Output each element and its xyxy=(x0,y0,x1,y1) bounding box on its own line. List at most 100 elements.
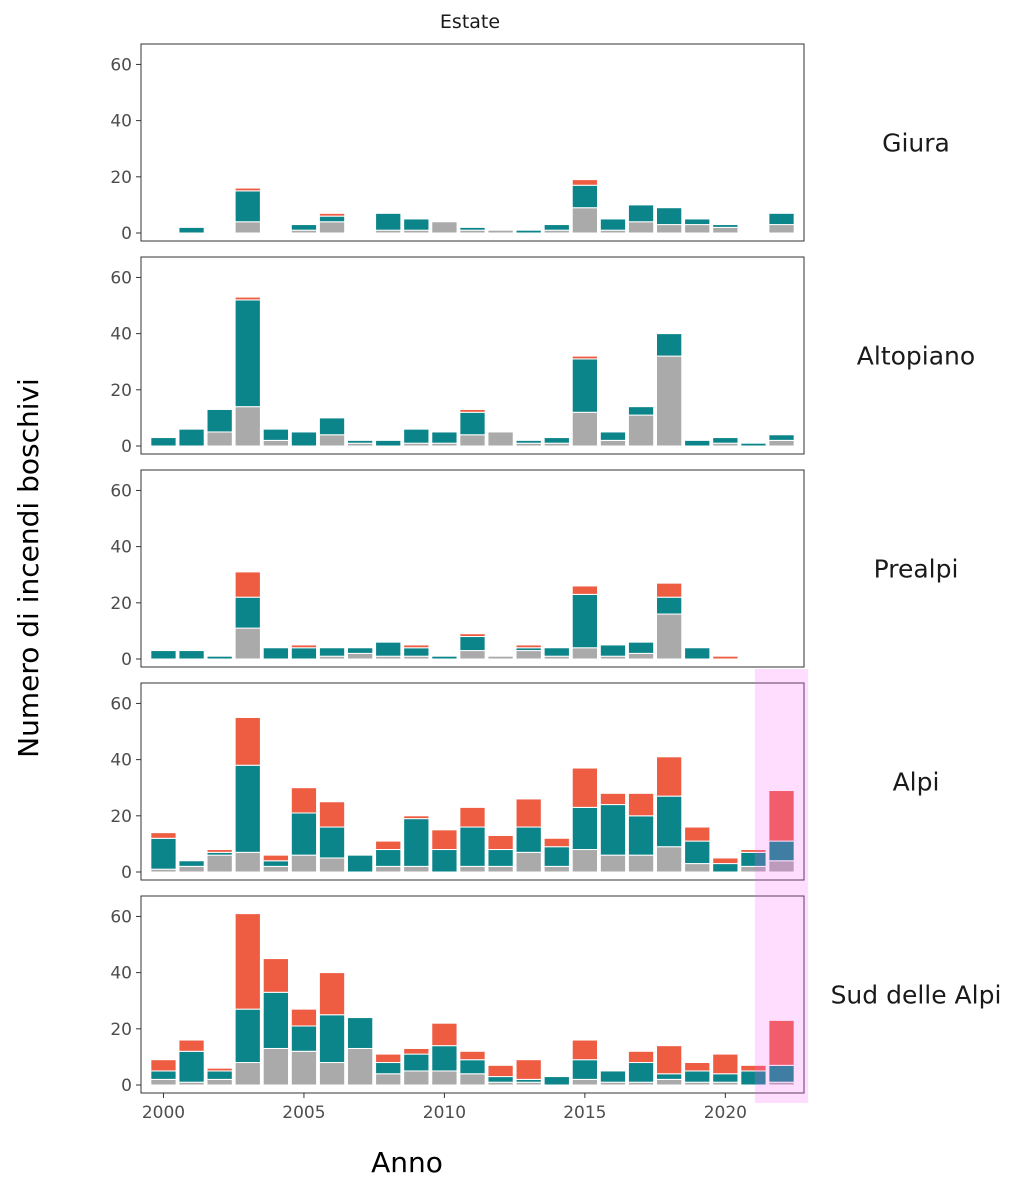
bar-segment xyxy=(684,218,711,226)
bar-segment xyxy=(262,647,289,660)
bar-segment xyxy=(571,806,599,851)
y-tick-label: 20 xyxy=(110,807,132,827)
bar-segment xyxy=(712,1053,739,1075)
bar-segment xyxy=(656,846,683,873)
bar-segment xyxy=(431,431,458,444)
bar-segment xyxy=(234,571,261,598)
bar-segment xyxy=(684,840,711,865)
bar-segment xyxy=(515,650,542,660)
bar-segment xyxy=(234,716,261,766)
x-tick-label: 2020 xyxy=(704,1103,747,1123)
bar-segment xyxy=(712,437,739,444)
y-tick-label: 0 xyxy=(121,650,132,670)
bar-segment xyxy=(318,857,346,873)
bar-segment xyxy=(318,212,346,217)
bar-segment xyxy=(178,650,205,660)
bar-segment xyxy=(431,829,458,851)
bar-segment xyxy=(375,840,402,851)
bar-segment xyxy=(375,1073,402,1086)
bar-segment xyxy=(599,644,627,657)
bar-segment xyxy=(234,296,261,301)
bar-segment xyxy=(487,834,514,851)
bar-segment xyxy=(684,1070,711,1083)
bar-segment xyxy=(431,1070,458,1086)
bar-segment xyxy=(178,428,205,447)
y-axis-title: Numero di incendi boschivi xyxy=(12,378,45,758)
bar-segment xyxy=(403,815,430,820)
bar-segment xyxy=(487,849,514,867)
bar-segment xyxy=(712,226,739,234)
bar-segment xyxy=(599,218,627,231)
facet-strip-label: Giura xyxy=(882,129,950,158)
bar-segment xyxy=(178,226,205,234)
bar-segment xyxy=(515,826,542,853)
bar-segment xyxy=(656,613,683,660)
y-tick-label: 40 xyxy=(110,964,132,984)
bar-segment xyxy=(571,585,599,595)
bar-segment xyxy=(234,596,261,629)
bar-segment xyxy=(262,958,289,993)
bar-segment xyxy=(375,865,402,873)
bar-segment xyxy=(206,849,233,853)
bar-segment xyxy=(150,1070,177,1080)
bar-segment xyxy=(543,837,570,848)
bar-segment xyxy=(599,804,627,856)
bar-segment xyxy=(571,1078,599,1086)
bar-segment xyxy=(656,333,683,357)
y-tick-label: 60 xyxy=(110,268,132,288)
y-tick-label: 0 xyxy=(121,437,132,457)
bar-segment xyxy=(656,1073,683,1080)
y-tick-label: 40 xyxy=(110,751,132,771)
y-tick-label: 60 xyxy=(110,55,132,75)
panel-prealpi: 0 20 40 60 Prealpi xyxy=(110,469,958,670)
bar-segment xyxy=(206,655,233,660)
bar-segment xyxy=(403,1053,430,1072)
bar-segment xyxy=(543,647,570,657)
bar-segment xyxy=(459,636,486,652)
x-axis-title: Anno xyxy=(371,1146,443,1177)
bar-segment xyxy=(571,849,599,873)
bar-segment xyxy=(543,437,570,444)
bar-segment xyxy=(684,647,711,660)
bar-segment xyxy=(206,431,233,447)
y-tick-label: 20 xyxy=(110,381,132,401)
bar-segment xyxy=(318,221,346,234)
bar-segment xyxy=(627,854,655,873)
bar-segment xyxy=(543,865,570,873)
bar-segment xyxy=(459,826,486,867)
bar-segment xyxy=(262,428,289,441)
bar-segment xyxy=(234,190,261,223)
x-tick-label: 2005 xyxy=(282,1103,325,1123)
bar-segment xyxy=(571,184,599,209)
y-tick-label: 40 xyxy=(110,112,132,132)
bar-segment xyxy=(768,439,795,447)
bar-segment xyxy=(375,439,402,447)
bar-segment xyxy=(740,849,767,853)
bar-segment xyxy=(515,1059,542,1080)
bar-segment xyxy=(290,647,318,660)
bar-segment xyxy=(290,431,318,447)
bar-segment xyxy=(459,633,486,638)
bar-segment xyxy=(346,1017,374,1049)
bar-segment xyxy=(712,863,739,873)
bar-segment xyxy=(150,650,177,660)
bar-segment xyxy=(318,417,346,436)
y-tick-label: 0 xyxy=(121,1076,132,1096)
bar-segment xyxy=(656,224,683,234)
x-tick-label: 2000 xyxy=(142,1103,185,1123)
bar-segment xyxy=(487,431,514,447)
facet-strip-label: Altopiano xyxy=(857,342,975,371)
bar-segment xyxy=(346,1047,374,1086)
bar-segment xyxy=(487,1076,514,1083)
bar-segment xyxy=(290,224,318,231)
bar-segment xyxy=(150,837,177,870)
bar-segment xyxy=(571,767,599,808)
bar-segment xyxy=(290,812,318,856)
bar-segment xyxy=(571,1059,599,1080)
bar-segment xyxy=(627,792,655,817)
bar-segment xyxy=(403,428,430,444)
bar-segment xyxy=(543,846,570,867)
bar-segment xyxy=(234,764,261,853)
bar-segment xyxy=(178,860,205,867)
